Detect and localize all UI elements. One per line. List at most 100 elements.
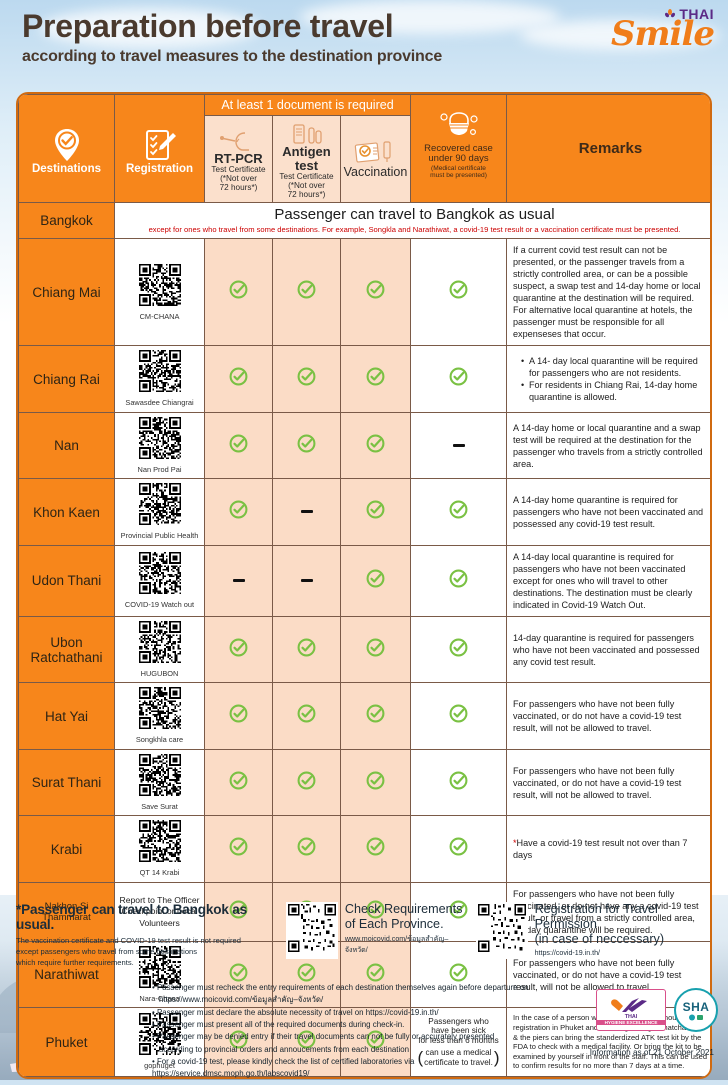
check-mark — [366, 434, 385, 457]
requirement-cell — [410, 345, 507, 413]
registration-cell[interactable]: CM-CHANA — [114, 238, 205, 347]
requirement-cell — [410, 748, 507, 817]
remarks-text: If a current covid test result can not b… — [513, 245, 701, 340]
footer-bullet: • Passenger must declare the absolute ne… — [152, 1007, 439, 1017]
table-row: Surat Thani Save Surat For passengers who… — [18, 748, 710, 817]
cloud-decoration — [520, 20, 720, 50]
requirement-cell — [204, 411, 273, 480]
green-check-icon — [229, 500, 248, 519]
registration-qr-code[interactable] — [117, 1013, 202, 1060]
registration-qr-code[interactable] — [117, 687, 202, 734]
requirement-cell — [204, 881, 273, 942]
registration-cell[interactable]: HUGUBON — [114, 615, 205, 684]
registration-qr-code[interactable] — [117, 263, 202, 311]
green-check-icon — [449, 900, 468, 919]
requirement-cell — [272, 615, 341, 684]
destination-cell: Ubon Ratchathani — [18, 615, 115, 684]
remarks-text: For passengers who have not been fully v… — [513, 957, 682, 992]
certification-badges: THAI HYGIENE EXCELLENCE SHA — [596, 988, 718, 1032]
requirement-cell — [204, 345, 273, 413]
registration-cell[interactable]: gophuget — [114, 1007, 205, 1078]
travel-permission-qr-code[interactable] — [475, 902, 528, 959]
check-mark — [297, 963, 316, 986]
check-requirements-qr-code[interactable] — [285, 902, 338, 959]
registration-qr-code[interactable] — [117, 945, 202, 993]
registration-cell[interactable]: Provincial Public Health — [114, 478, 205, 546]
check-mark — [229, 900, 248, 923]
registration-qr-code[interactable] — [117, 620, 202, 668]
check-mark — [297, 280, 316, 303]
table-row: Narathiwat Nara-Chana For passengers who … — [18, 940, 710, 1009]
checkmark-orchid-icon — [611, 997, 647, 1012]
check-mark — [229, 1030, 248, 1053]
header-registration: Registration — [114, 94, 205, 204]
check-mark — [229, 280, 248, 303]
registration-cell[interactable]: Sawasdee Chiangrai — [114, 345, 205, 413]
dash-mark — [300, 510, 313, 514]
requirement-cell — [204, 940, 273, 1009]
check-mark — [449, 771, 468, 794]
dash-mark — [300, 579, 313, 583]
green-check-icon — [449, 500, 468, 519]
registration-cell[interactable]: Nan Prod Pai — [114, 411, 205, 480]
travel-permission-block[interactable]: Registration for Travel Permission (in ca… — [475, 902, 716, 959]
green-check-icon — [366, 837, 385, 856]
check-requirements-block[interactable]: Check Requirements of Each Province. www.… — [285, 902, 466, 959]
header-recovered-line2: under 90 days — [428, 153, 489, 165]
green-check-icon — [449, 963, 468, 982]
green-check-icon — [297, 1030, 316, 1049]
header-recovered-note: (Medical certificate must be presented) — [430, 165, 487, 180]
table-body: Chiang Mai CM-CHANA If a current covid te… — [18, 238, 710, 1078]
cloud-decoration — [40, 8, 260, 48]
registration-app-name: COVID-19 Watch out — [124, 600, 195, 610]
registration-qr-code[interactable] — [117, 416, 202, 464]
check-mark — [449, 280, 468, 303]
bangkok-notice-cell: Passenger can travel to Bangkok as usual… — [114, 202, 710, 240]
green-check-icon — [229, 771, 248, 790]
green-check-icon — [297, 434, 316, 453]
registration-cell[interactable]: COVID-19 Watch out — [114, 544, 205, 617]
green-check-icon — [366, 900, 385, 919]
sha-icons — [689, 1014, 703, 1020]
header-recovered: Recovered case under 90 days (Medical ce… — [410, 94, 507, 204]
registration-qr-code[interactable] — [117, 350, 202, 397]
check-mark — [366, 280, 385, 303]
green-check-icon — [449, 704, 468, 723]
green-check-icon — [366, 367, 385, 386]
green-check-icon — [229, 638, 248, 657]
registration-cell[interactable]: Songkhla care — [114, 682, 205, 750]
registration-qr-code[interactable] — [117, 552, 202, 599]
remarks-text: A 14-day home quarantine is required for… — [513, 495, 704, 530]
remarks-cell: For passengers who have not been fully v… — [506, 682, 710, 750]
registration-cell[interactable]: QT 14 Krabi — [114, 815, 205, 883]
green-check-icon — [229, 963, 248, 982]
check-requirements-url[interactable]: www.moicovid.com/ข้อมูลสำคัญ–จังหวัด/ — [344, 934, 449, 954]
check-mark — [449, 638, 468, 661]
requirement-cell — [410, 544, 507, 617]
check-mark — [297, 434, 316, 457]
registration-qr-code[interactable] — [117, 753, 202, 801]
registration-qr-code[interactable] — [117, 483, 202, 530]
requirement-cell — [204, 815, 273, 883]
check-mark — [229, 704, 248, 727]
table-row: Hat Yai Songkhla care For passengers who … — [18, 682, 710, 750]
nasal-swab-icon — [207, 126, 270, 152]
registration-app-name: gophuget — [144, 1061, 175, 1071]
page-title: Preparation before travel — [22, 8, 394, 44]
dash-mark — [232, 579, 245, 583]
travel-permission-url[interactable]: https://covid-19.in.th/ — [534, 948, 601, 957]
registration-cell[interactable]: Nara-Chana — [114, 940, 205, 1009]
green-check-icon — [229, 1030, 248, 1049]
registration-qr-code[interactable] — [117, 820, 202, 867]
registration-cell[interactable]: Save Surat — [114, 748, 205, 817]
registration-app-name: QT 14 Krabi — [139, 868, 180, 878]
check-mark — [449, 837, 468, 860]
destination-cell: Narathiwat — [18, 940, 115, 1009]
remarks-text: Have a covid-19 test result not over tha… — [513, 838, 688, 861]
check-requirements-title: Check Requirements of Each Province. — [344, 902, 463, 931]
requirement-cell — [204, 682, 273, 750]
requirement-cell — [410, 682, 507, 750]
thai-orchid-icon — [665, 9, 676, 18]
requirement-cell — [340, 682, 411, 750]
header-antigen: Antigen test Test Certificate (*Not over… — [272, 114, 341, 204]
